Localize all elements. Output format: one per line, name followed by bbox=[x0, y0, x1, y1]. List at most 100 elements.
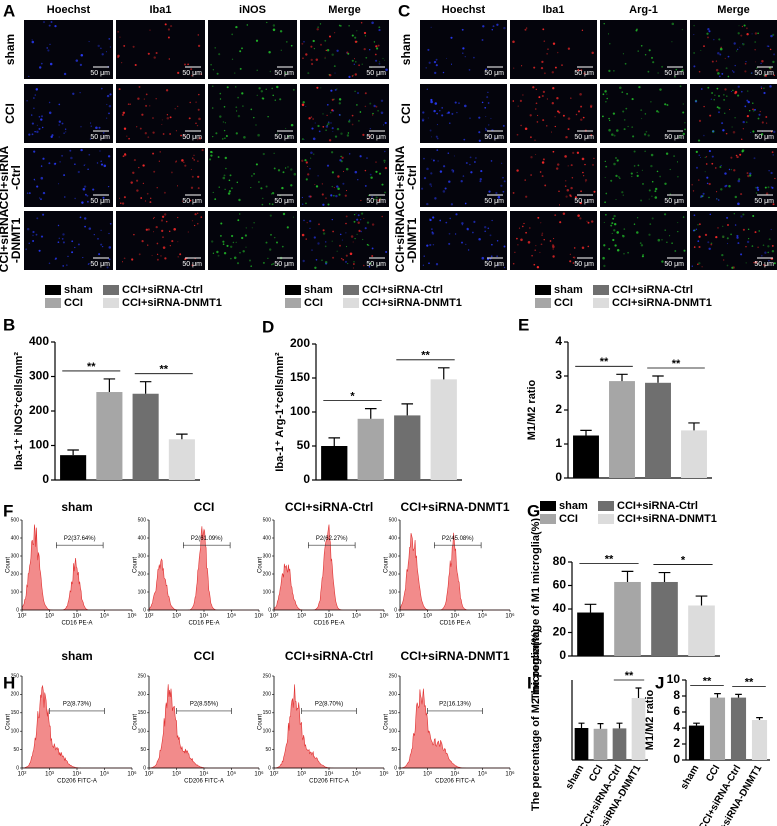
stain-dot bbox=[454, 233, 457, 235]
error-bar bbox=[139, 381, 152, 394]
stain-dot bbox=[161, 123, 163, 126]
x-tick-label: 10³ bbox=[172, 614, 181, 620]
significance-label: * bbox=[681, 554, 686, 566]
stain-dot bbox=[364, 92, 367, 95]
scale-bar-label: 50 μm bbox=[574, 70, 594, 77]
y-tick-label: 300 bbox=[29, 369, 49, 383]
stain-dot bbox=[344, 194, 347, 197]
stain-dot bbox=[665, 152, 669, 155]
stain-dot bbox=[669, 168, 671, 171]
stain-dot bbox=[31, 39, 33, 41]
x-tick-label: sham bbox=[679, 763, 702, 791]
stain-dot bbox=[513, 67, 515, 69]
stain-dot bbox=[546, 125, 548, 127]
stain-dot bbox=[533, 263, 536, 266]
stain-dot bbox=[216, 72, 219, 75]
stain-dot bbox=[87, 168, 89, 171]
stain-dot bbox=[449, 217, 452, 220]
stain-dot bbox=[603, 23, 605, 25]
stain-dot bbox=[160, 255, 162, 257]
stain-dot bbox=[436, 124, 438, 126]
stain-dot bbox=[159, 151, 161, 153]
stain-dot bbox=[109, 222, 112, 225]
stain-dot bbox=[748, 109, 751, 112]
x-tick-label: 10² bbox=[145, 614, 154, 620]
stain-dot bbox=[570, 186, 573, 190]
stain-dot bbox=[611, 232, 613, 234]
stain-dot bbox=[576, 151, 580, 154]
stain-dot bbox=[370, 176, 373, 179]
stain-dot bbox=[717, 199, 720, 201]
stain-dot bbox=[211, 240, 214, 243]
stain-dot bbox=[106, 103, 108, 106]
stain-dot bbox=[558, 190, 560, 193]
stain-dot bbox=[26, 99, 28, 102]
stain-dot bbox=[452, 170, 455, 172]
stain-dot bbox=[541, 161, 545, 164]
stain-dot bbox=[743, 24, 746, 27]
stain-dot bbox=[84, 225, 86, 228]
stain-dot bbox=[487, 91, 489, 94]
stain-dot bbox=[346, 134, 350, 137]
stain-dot bbox=[378, 62, 381, 65]
stain-dot bbox=[730, 233, 732, 236]
stain-dot bbox=[693, 65, 696, 68]
stain-dot bbox=[364, 35, 367, 37]
y-tick-label: 3 bbox=[555, 368, 562, 382]
y-tick-label: 200 bbox=[11, 692, 20, 698]
stain-dot bbox=[106, 94, 110, 98]
stain-dot bbox=[481, 256, 485, 260]
stain-dot bbox=[83, 185, 87, 188]
stain-dot bbox=[144, 132, 147, 135]
stain-dot bbox=[626, 93, 628, 95]
stain-dot bbox=[770, 228, 772, 231]
stain-dot bbox=[607, 33, 610, 35]
stain-dot bbox=[741, 25, 744, 28]
stain-dot bbox=[572, 256, 575, 259]
stain-dot bbox=[684, 128, 686, 131]
stain-dot bbox=[145, 104, 148, 107]
stain-dot bbox=[698, 245, 701, 249]
stain-dot bbox=[322, 203, 325, 206]
stain-dot bbox=[765, 116, 768, 118]
stain-dot bbox=[752, 108, 754, 111]
y-tick-label: 150 bbox=[290, 370, 310, 384]
stain-dot bbox=[473, 56, 475, 59]
stain-dot bbox=[358, 64, 360, 67]
stain-dot bbox=[759, 110, 761, 113]
stain-dot bbox=[577, 69, 580, 71]
stain-dot bbox=[136, 179, 139, 182]
stain-dot bbox=[180, 134, 182, 137]
stain-dot bbox=[139, 127, 142, 130]
stain-dot bbox=[704, 171, 706, 173]
stain-dot bbox=[62, 241, 65, 244]
stain-dot bbox=[155, 51, 158, 55]
stain-dot bbox=[194, 213, 197, 216]
stain-dot bbox=[736, 156, 739, 159]
gate-label: P2(8.73%) bbox=[63, 702, 91, 708]
stain-dot bbox=[69, 149, 72, 152]
stain-dot bbox=[83, 217, 87, 220]
stain-dot bbox=[156, 242, 159, 245]
stain-dot bbox=[302, 101, 305, 104]
stain-dot bbox=[639, 242, 642, 244]
legend-swatch bbox=[45, 285, 61, 295]
stain-dot bbox=[664, 103, 667, 106]
stain-dot bbox=[604, 201, 606, 204]
stain-dot bbox=[429, 218, 432, 222]
stain-dot bbox=[676, 161, 679, 163]
stain-dot bbox=[290, 44, 293, 47]
stain-dot bbox=[472, 231, 474, 234]
stain-dot bbox=[351, 34, 354, 37]
stain-dot bbox=[495, 191, 498, 195]
stain-dot bbox=[744, 62, 747, 65]
stain-dot bbox=[564, 179, 567, 182]
stain-dot bbox=[636, 231, 639, 234]
stain-dot bbox=[109, 46, 112, 48]
stain-dot bbox=[497, 264, 499, 267]
stain-dot bbox=[106, 117, 108, 119]
stain-dot bbox=[771, 244, 774, 247]
stain-dot bbox=[673, 155, 676, 158]
stain-dot bbox=[757, 246, 759, 249]
stain-dot bbox=[708, 30, 711, 33]
